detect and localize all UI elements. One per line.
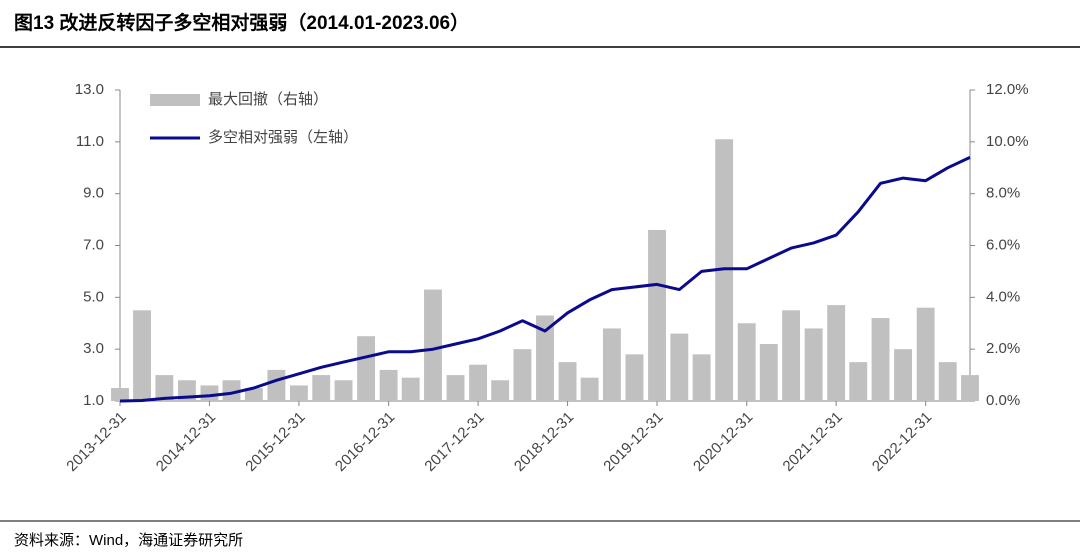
drawdown-bar <box>827 305 846 401</box>
x-tick-label: 2019-12-31 <box>600 409 666 475</box>
y2-tick-label: 8.0% <box>986 185 1020 202</box>
drawdown-bar <box>916 307 935 401</box>
x-tick-label: 2018-12-31 <box>511 409 577 475</box>
drawdown-bar <box>871 318 890 401</box>
x-tick-label: 2014-12-31 <box>153 409 219 475</box>
y2-tick-label: 4.0% <box>986 288 1020 305</box>
y2-tick-label: 6.0% <box>986 236 1020 253</box>
drawdown-bar <box>491 380 510 401</box>
y-tick-label: 3.0 <box>83 340 104 357</box>
legend-swatch <box>150 94 200 106</box>
y-tick-label: 13.0 <box>75 81 104 98</box>
drawdown-bar <box>648 229 666 401</box>
y2-tick-label: 0.0% <box>986 392 1020 409</box>
drawdown-bar <box>111 388 129 401</box>
drawdown-bar <box>513 349 532 401</box>
drawdown-bar <box>804 328 823 401</box>
x-tick-label: 2013-12-31 <box>63 409 129 475</box>
drawdown-bar <box>357 336 376 401</box>
drawdown-bar <box>692 354 711 401</box>
y-tick-label: 11.0 <box>76 133 104 150</box>
x-tick-label: 2020-12-31 <box>690 409 756 475</box>
drawdown-bar <box>267 369 286 401</box>
drawdown-bar <box>737 323 756 401</box>
y-tick-label: 5.0 <box>83 288 104 305</box>
drawdown-bar <box>849 362 868 401</box>
x-tick-label: 2015-12-31 <box>242 409 308 475</box>
drawdown-bar <box>379 369 398 401</box>
drawdown-bar <box>670 333 689 401</box>
legend-label: 多空相对强弱（左轴） <box>208 129 358 146</box>
drawdown-bar <box>782 310 801 401</box>
drawdown-bar <box>938 362 957 401</box>
drawdown-bar <box>536 315 554 401</box>
drawdown-bar <box>133 310 152 401</box>
drawdown-bar <box>469 364 488 401</box>
legend-label: 最大回撤（右轴） <box>208 91 328 108</box>
strength-line <box>119 156 971 403</box>
drawdown-bar <box>334 380 353 401</box>
drawdown-bar <box>155 375 174 401</box>
y2-tick-label: 12.0% <box>986 81 1029 98</box>
drawdown-bar <box>222 380 241 401</box>
drawdown-bar <box>244 388 263 401</box>
drawdown-bar <box>558 362 577 401</box>
x-tick-label: 2021-12-31 <box>780 409 846 475</box>
drawdown-bar <box>200 385 219 401</box>
x-tick-label: 2016-12-31 <box>332 409 398 475</box>
drawdown-bar <box>289 385 308 401</box>
drawdown-bar <box>401 377 420 401</box>
drawdown-bar <box>961 375 979 401</box>
drawdown-bar <box>759 343 778 401</box>
drawdown-bar <box>625 354 644 401</box>
x-tick-label: 2017-12-31 <box>421 409 487 475</box>
y-tick-label: 9.0 <box>83 185 104 202</box>
chart-title: 图13 改进反转因子多空相对强弱（2014.01-2023.06） <box>14 11 469 34</box>
x-tick-label: 2022-12-31 <box>869 409 935 475</box>
y-tick-label: 1.0 <box>83 392 104 409</box>
drawdown-bar <box>602 328 621 401</box>
y2-tick-label: 10.0% <box>986 133 1029 150</box>
drawdown-bar <box>312 375 331 401</box>
source-note: 资料来源：Wind，海通证券研究所 <box>14 532 243 549</box>
drawdown-bar <box>424 289 442 401</box>
y2-tick-label: 2.0% <box>986 340 1020 357</box>
drawdown-bar <box>894 349 913 401</box>
drawdown-bar <box>580 377 599 401</box>
y-tick-label: 7.0 <box>83 236 104 253</box>
drawdown-bar <box>446 375 465 401</box>
